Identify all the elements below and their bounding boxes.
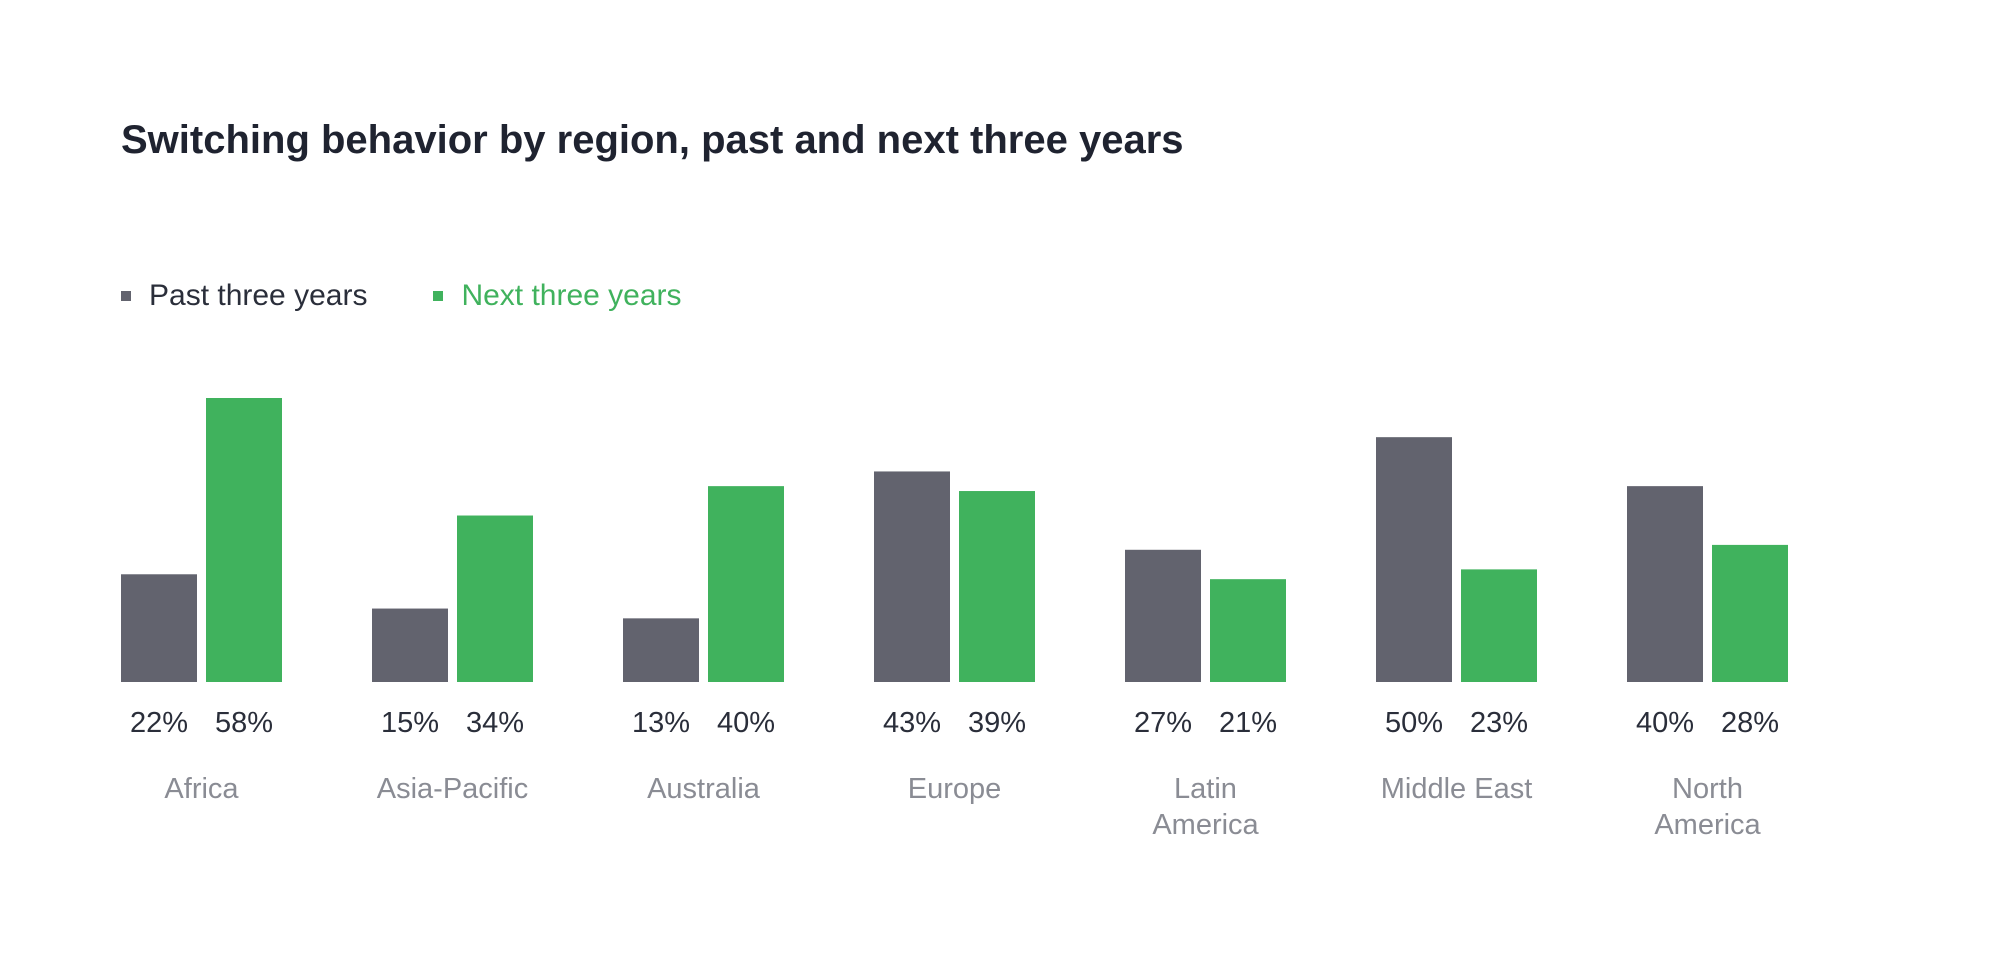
value-label-past-5: 50% <box>1385 707 1443 739</box>
legend-item-next: Next three years <box>433 279 682 313</box>
bar-next-5 <box>1461 569 1537 682</box>
bar-next-4 <box>1210 579 1286 682</box>
legend: Past three years Next three years <box>121 278 748 314</box>
value-label-next-5: 23% <box>1470 707 1528 739</box>
bar-past-5 <box>1376 437 1452 682</box>
bar-past-1 <box>372 608 448 682</box>
category-label-4: Latin America <box>1152 773 1259 841</box>
chart-title: Switching behavior by region, past and n… <box>121 118 1184 162</box>
bar-past-2 <box>623 618 699 682</box>
value-label-next-4: 21% <box>1219 707 1277 739</box>
category-label-0: Africa <box>164 773 239 805</box>
value-label-past-3: 43% <box>883 707 941 739</box>
bar-past-3 <box>874 471 950 682</box>
bar-next-3 <box>959 491 1035 682</box>
value-label-past-6: 40% <box>1636 707 1694 739</box>
category-label-3: Europe <box>908 773 1002 805</box>
bar-past-6 <box>1627 486 1703 682</box>
value-label-past-2: 13% <box>632 707 690 739</box>
category-label-1: Asia-Pacific <box>377 773 529 805</box>
category-label-6: North America <box>1654 773 1761 841</box>
value-label-next-0: 58% <box>215 707 273 739</box>
bar-next-2 <box>708 486 784 682</box>
value-label-past-4: 27% <box>1134 707 1192 739</box>
value-label-past-1: 15% <box>381 707 439 739</box>
bar-next-0 <box>206 398 282 682</box>
legend-item-past: Past three years <box>121 279 367 313</box>
category-label-2: Australia <box>647 773 761 805</box>
bar-next-1 <box>457 515 533 682</box>
value-label-next-6: 28% <box>1721 707 1779 739</box>
value-label-next-2: 40% <box>717 707 775 739</box>
legend-swatch-past <box>121 291 131 301</box>
bar-past-4 <box>1125 549 1201 682</box>
legend-swatch-next <box>433 291 444 301</box>
value-label-past-0: 22% <box>130 707 188 739</box>
legend-label-next: Next three years <box>461 279 682 312</box>
category-label-5: Middle East <box>1381 773 1533 805</box>
legend-label-past: Past three years <box>149 279 368 312</box>
value-label-next-1: 34% <box>466 707 524 739</box>
value-label-next-3: 39% <box>968 707 1026 739</box>
bar-next-6 <box>1712 544 1788 682</box>
bar-past-0 <box>121 574 197 682</box>
